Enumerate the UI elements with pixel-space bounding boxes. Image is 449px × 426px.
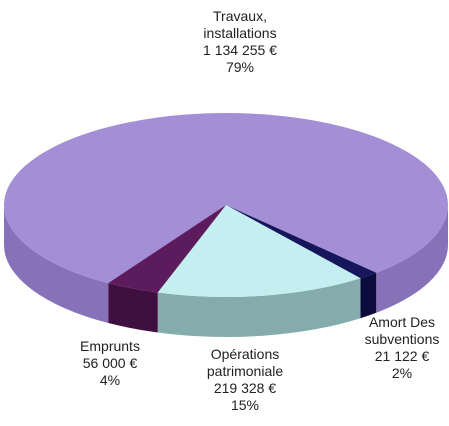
slice-label: Travaux, installations 1 134 255 €79%: [203, 8, 277, 76]
category-label: Travaux, installations: [203, 8, 277, 41]
slice-label: Amort Des subventions 21 122 €2%: [365, 314, 440, 382]
slice-label: Emprunts 56 000 €4%: [80, 338, 140, 389]
percent-label: 79%: [225, 59, 255, 75]
slice-label: Opérations patrimoniale 219 328 €15%: [207, 346, 283, 414]
percent-label: 2%: [391, 365, 413, 381]
slice-side: [360, 272, 377, 319]
slice: [108, 205, 226, 293]
category-label: Amort Des subventions: [364, 314, 440, 347]
value-label: 1 134 255 €: [203, 42, 277, 58]
slice-side: [4, 205, 109, 324]
slice-side: [108, 283, 158, 333]
percent-label: 4%: [99, 372, 121, 388]
slice-side: [157, 278, 361, 337]
slice: [226, 205, 377, 279]
slice-side: [376, 205, 448, 313]
category-label: Opérations patrimoniale: [206, 346, 284, 379]
category-label: Emprunts: [80, 338, 140, 354]
value-label: 21 122 €: [374, 348, 430, 364]
percent-label: 15%: [230, 397, 260, 413]
value-label: 56 000 €: [82, 355, 138, 371]
slice: [4, 113, 449, 284]
value-label: 219 328 €: [213, 380, 277, 396]
slice: [157, 205, 361, 297]
